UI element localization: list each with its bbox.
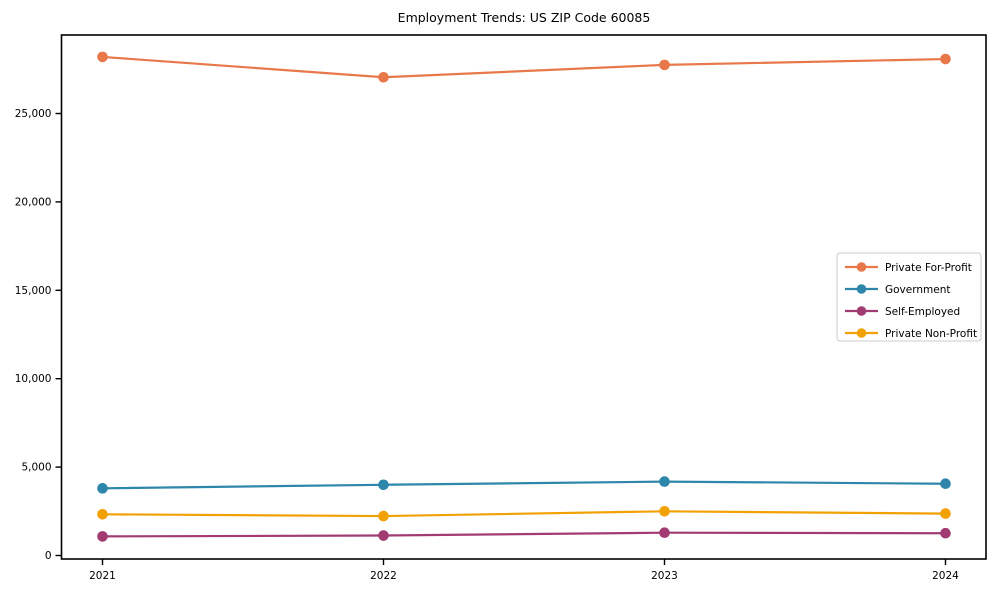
data-point-government-2024 [940, 478, 951, 490]
data-point-private-non-profit-2021 [97, 509, 108, 520]
data-point-private-for-profit-2024 [940, 53, 951, 65]
x-axis-tick-label: 2023 [651, 570, 678, 582]
data-point-government-2022 [378, 479, 389, 491]
chart-title: Employment Trends: US ZIP Code 60085 [398, 10, 651, 25]
plot-frame [60, 34, 987, 560]
legend-marker-government [856, 284, 867, 294]
data-point-private-non-profit-2022 [378, 510, 389, 522]
data-point-private-for-profit-2022 [378, 71, 389, 83]
line-series-private-non-profit [102, 510, 946, 518]
data-point-government-2021 [97, 483, 108, 494]
y-axis-tick-label: 15,000 [15, 285, 52, 297]
y-axis-tick-label: 25,000 [15, 108, 52, 120]
data-point-private-for-profit-2021 [97, 51, 108, 63]
line-series-private-for-profit [102, 55, 946, 79]
legend-marker-private-non-profit [856, 328, 867, 338]
x-axis-tick-label: 2024 [932, 570, 959, 582]
data-point-self-employed-2023 [659, 527, 670, 538]
y-axis-tick-label: 0 [45, 550, 52, 562]
data-point-private-for-profit-2023 [659, 59, 670, 71]
x-axis-tick-label: 2022 [370, 570, 397, 582]
legend: Private For-Profit Government Self-Employe… [836, 252, 982, 342]
legend-box [836, 252, 982, 342]
legend-marker-private-for-profit [856, 262, 867, 272]
legend-label-self-employed: Self-Employed [885, 306, 960, 318]
data-point-self-employed-2021 [97, 531, 108, 542]
line-series-government [102, 480, 946, 490]
data-point-government-2023 [659, 476, 670, 487]
y-axis-tick-label: 10,000 [15, 373, 52, 385]
legend-label-private-for-profit: Private For-Profit [885, 262, 972, 274]
line-series-self-employed [102, 531, 946, 538]
data-point-self-employed-2024 [940, 527, 951, 539]
y-axis-tick-label: 20,000 [15, 196, 52, 208]
plot-area: 0 5,000 10,000 15,000 20,000 25,000 2021 2022 20… [15, 34, 987, 582]
x-axis-tick-label: 2021 [89, 570, 116, 582]
legend-marker-self-employed [856, 306, 867, 316]
y-axis-tick-label: 5,000 [21, 462, 51, 474]
legend-label-government: Government [885, 284, 950, 296]
data-point-private-non-profit-2024 [940, 508, 951, 519]
data-point-private-non-profit-2023 [659, 506, 670, 517]
data-point-self-employed-2022 [378, 530, 389, 541]
legend-label-private-non-profit: Private Non-Profit [885, 328, 977, 340]
